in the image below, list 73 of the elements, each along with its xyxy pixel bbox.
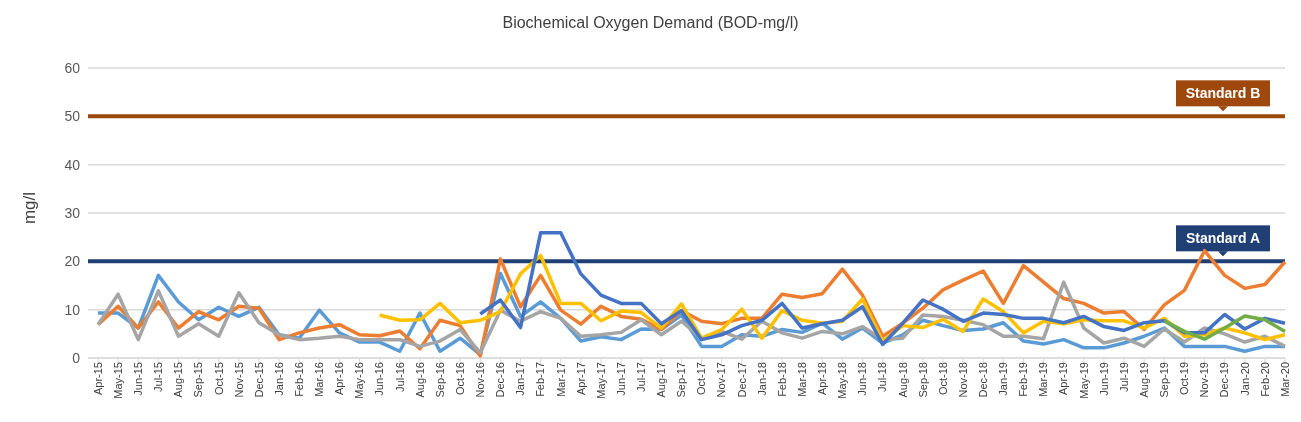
y-tick-label: 0 [72,349,81,366]
x-tick-label: Mar-17 [554,362,567,397]
x-tick-label: Nov-17 [715,362,728,398]
x-tick-label: Jul-16 [393,362,406,392]
x-tick-label: Aug-17 [655,362,668,398]
y-tick-label: 50 [64,108,81,125]
x-tick-label: Apr-19 [1057,362,1070,396]
x-tick-label: Mar-16 [313,362,326,397]
x-tick-label: Mar-20 [1278,362,1291,397]
x-tick-label: Dec-19 [1218,362,1231,398]
x-tick-label: Apr-17 [574,362,587,396]
x-tick-label: Oct-19 [1178,362,1191,396]
x-tick-label: Sep-16 [433,362,446,398]
chart-title: Biochemical Oxygen Demand (BOD-mg/l) [501,13,800,33]
x-tick-label: Oct-17 [695,362,708,396]
x-tick-label: Nov-18 [956,362,969,398]
x-tick-label: Jun-17 [614,362,627,396]
x-tick-label: Nov-19 [1198,362,1211,398]
x-tick-label: Sep-19 [1158,362,1171,398]
x-tick-label: Feb-19 [1017,362,1030,397]
y-tick-label: 20 [64,253,81,270]
x-tick-label: Nov-15 [232,362,245,398]
x-tick-label: May-16 [353,362,366,399]
ref-line-label: Standard B [1185,85,1261,102]
x-tick-label: Apr-16 [333,362,346,396]
x-tick-label: Sep-15 [192,362,205,398]
x-tick-label: Feb-17 [534,362,547,397]
x-tick-label: Jun-15 [132,362,145,396]
x-tick-label: Jun-16 [373,362,386,396]
x-tick-label: May-17 [594,362,607,399]
x-tick-label: Sep-17 [675,362,688,398]
x-tick-label: Jan-17 [514,362,527,396]
x-tick-label: Jan-19 [997,362,1010,396]
x-tick-label: Jul-19 [1117,362,1130,392]
x-tick-label: Jun-19 [1097,362,1110,396]
x-tick-label: Feb-18 [775,362,788,397]
x-tick-label: Oct-18 [936,362,949,396]
ref-line-label: Standard A [1185,230,1261,247]
x-tick-label: Aug-18 [896,362,909,398]
x-tick-label: Nov-16 [474,362,487,398]
x-tick-label: Dec-16 [494,362,507,398]
line-series [1162,314,1287,341]
x-tick-label: May-18 [836,362,849,399]
x-tick-label: Jan-16 [272,362,285,396]
x-tick-label: Oct-15 [212,362,225,396]
x-tick-label: Dec-15 [252,362,265,398]
x-tick-label: Aug-15 [172,362,185,398]
y-tick-label: 10 [64,301,81,318]
x-tick-label: Feb-20 [1258,362,1271,397]
x-tick-label: Aug-16 [413,362,426,398]
x-tick-label: Jan-18 [755,362,768,396]
y-tick-label: 30 [64,204,81,221]
x-tick-label: Dec-18 [977,362,990,398]
x-tick-label: Apr-15 [91,362,104,396]
x-tick-label: Jun-18 [856,362,869,396]
x-tick-label: Jan-20 [1238,362,1251,396]
x-tick-label: Mar-18 [795,362,808,397]
x-tick-label: Jul-17 [635,362,648,392]
x-tick-label: Apr-18 [816,362,829,396]
x-tick-label: Oct-16 [453,362,466,396]
y-tick-label: 40 [64,156,81,173]
line-series [478,231,1287,347]
x-tick-label: Feb-16 [293,362,305,397]
x-tick-label: Sep-18 [916,362,929,398]
x-tick-label: May-15 [111,362,124,399]
x-tick-label: Aug-19 [1137,362,1150,398]
x-tick-label: Dec-17 [735,362,748,398]
x-tick-label: Jul-18 [876,362,889,392]
y-axis-title: mg/l [20,190,40,227]
x-tick-label: Jul-15 [152,362,165,392]
x-tick-label: May-19 [1077,362,1090,399]
y-tick-label: 60 [64,59,81,76]
x-tick-label: Mar-19 [1037,362,1050,397]
